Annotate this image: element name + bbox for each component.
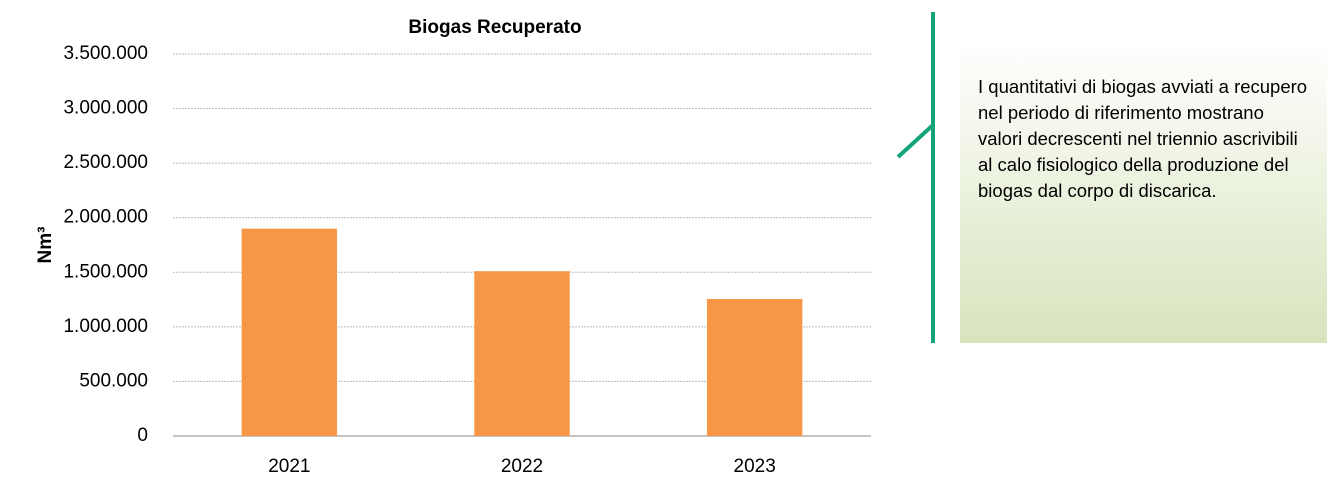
chart: Biogas Recuperato Nm³ 0 500.000 1.000.000 1…	[35, 12, 935, 477]
bar	[474, 271, 570, 436]
x-tick-label: 2023	[734, 456, 776, 477]
y-tick-label: 2.500.000	[63, 152, 148, 173]
x-tick-label: 2022	[501, 456, 543, 477]
y-tick-label: 500.000	[79, 370, 148, 391]
annotation: I quantitativi di biogas avviati a recup…	[960, 40, 1327, 343]
y-tick-label: 1.500.000	[63, 261, 148, 282]
y-axis-label: Nm³	[35, 227, 56, 264]
y-tick-label: 2.000.000	[63, 207, 148, 228]
chart-title: Biogas Recuperato	[408, 17, 581, 38]
x-tick-label: 2021	[268, 456, 310, 477]
y-tick-label: 0	[137, 425, 148, 446]
callout-pointer	[896, 123, 935, 159]
bar	[706, 299, 803, 436]
y-tick-label: 3.500.000	[63, 43, 148, 64]
y-tick-label: 3.000.000	[63, 98, 148, 119]
y-tick-label: 1.000.000	[63, 316, 148, 337]
bar	[241, 228, 338, 436]
